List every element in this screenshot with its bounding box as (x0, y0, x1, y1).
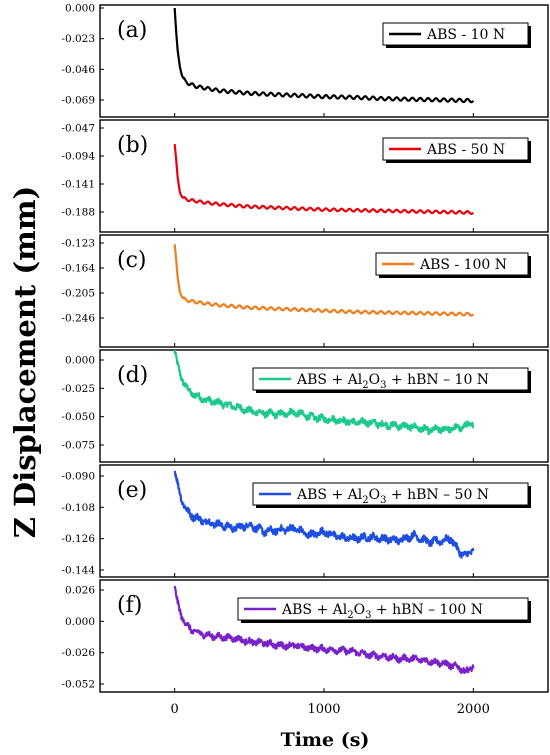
x-tick-labels: 0 1000 2000 (171, 702, 490, 717)
y-tick-label: -0.246 (61, 313, 95, 325)
legend-text-part: O (369, 372, 380, 388)
panel-4: 0.000 -0.025 -0.050 -0.075 (d) ABS + Al2O3 + … (61, 349, 549, 463)
panel-label: (c) (117, 248, 147, 273)
y-tick-label: -0.047 (61, 123, 95, 135)
legend: ABS - 50 N (382, 137, 531, 163)
legend-label: ABS - 10 N (426, 27, 505, 43)
panel-2: -0.047 -0.094 -0.141 -0.188 (b) ABS - 50 N (61, 119, 549, 233)
legend-text-part: O (354, 602, 365, 618)
legend-label: ABS + Al2O3 + hBN – 50 N (296, 487, 489, 506)
legend-text-part: ABS + Al (296, 372, 363, 388)
panel-frame (99, 349, 549, 463)
y-tick-label: -0.075 (61, 440, 95, 452)
x-axis-title: Time (s) (281, 729, 370, 751)
y-tick-label: -0.141 (61, 179, 95, 191)
panel-1: 0.000 -0.023 -0.046 -0.069 (a) ABS - 10 N (61, 3, 549, 118)
y-tick-label: -0.108 (61, 502, 95, 514)
y-tick-label: -0.164 (61, 263, 95, 275)
y-tick-label: 0.000 (65, 355, 95, 367)
y-tick-label: -0.188 (61, 207, 95, 219)
x-tick-label: 0 (171, 702, 179, 717)
panel-label: (e) (117, 478, 147, 503)
legend-text-part: O (369, 487, 380, 503)
panel-frame (99, 4, 549, 118)
y-tick-label: -0.126 (61, 533, 95, 545)
panel-5: -0.090 -0.108 -0.126 -0.144 (e) ABS + Al2O3 +… (61, 464, 549, 578)
panel-frame (99, 464, 549, 578)
legend-text-part: + hBN – 10 N (386, 372, 489, 388)
panel-frame (99, 579, 549, 693)
legend-subscript: 3 (365, 610, 371, 621)
y-tick-label: 0.000 (65, 3, 95, 15)
panel-label: (b) (117, 133, 148, 158)
x-tick-label: 2000 (457, 702, 490, 717)
legend-box (375, 252, 529, 276)
legend-text-part: + hBN – 100 N (371, 602, 483, 618)
panel-label: (a) (117, 18, 147, 43)
panel-label: (d) (117, 363, 148, 388)
legend-label: ABS + Al2O3 + hBN – 10 N (296, 372, 489, 391)
legend-text-part: ABS + Al (281, 602, 348, 618)
y-tick-label: -0.025 (61, 383, 95, 395)
y-tick-label: -0.023 (61, 33, 95, 45)
legend: ABS + Al2O3 + hBN – 10 N (252, 367, 531, 393)
legend-label: ABS - 50 N (426, 142, 505, 158)
y-tick-label: 0.026 (65, 585, 95, 597)
legend: ABS + Al2O3 + hBN – 50 N (252, 482, 531, 508)
y-tick-label: -0.050 (61, 411, 95, 423)
series-line (173, 585, 475, 675)
series-line (173, 470, 475, 559)
legend-box (237, 597, 529, 621)
y-tick-label: -0.094 (61, 151, 95, 163)
legend-box (252, 482, 529, 506)
legend-label: ABS + Al2O3 + hBN – 100 N (281, 602, 483, 621)
y-tick-label: -0.144 (61, 565, 95, 577)
legend: ABS - 100 N (375, 252, 531, 278)
y-tick-label: 0.000 (65, 616, 95, 628)
series-line (173, 244, 475, 317)
legend-subscript: 3 (380, 495, 386, 506)
legend-subscript: 3 (380, 380, 386, 391)
y-tick-label: -0.123 (61, 238, 95, 250)
panel-frame (99, 234, 549, 348)
legend: ABS - 10 N (382, 22, 531, 48)
y-axis-title: Z Displacement (mm) (8, 186, 42, 538)
legend-box (252, 367, 529, 391)
y-tick-label: -0.026 (61, 647, 95, 659)
series-line (173, 143, 475, 215)
legend-box (382, 137, 529, 161)
series-line (173, 349, 475, 436)
y-tick-label: -0.090 (61, 471, 95, 483)
legend-label: ABS - 100 N (419, 257, 507, 273)
legend-subscript: 2 (347, 610, 353, 621)
panel-frame (99, 119, 549, 233)
legend-text-part: + hBN – 50 N (386, 487, 489, 503)
y-tick-label: -0.052 (61, 679, 95, 691)
legend-subscript: 2 (362, 495, 368, 506)
y-tick-label: -0.205 (61, 288, 95, 300)
legend-text-part: ABS + Al (296, 487, 363, 503)
legend-subscript: 2 (362, 380, 368, 391)
x-tick-label: 1000 (307, 702, 340, 717)
y-tick-label: -0.046 (61, 64, 95, 76)
panels-group: 0.000 -0.023 -0.046 -0.069 (a) ABS - 10 N -0.0… (61, 3, 549, 693)
legend: ABS + Al2O3 + hBN – 100 N (237, 597, 531, 623)
y-tick-label: -0.069 (61, 95, 95, 107)
panel-label: (f) (117, 593, 142, 618)
series-line (173, 7, 475, 104)
panel-3: -0.123 -0.164 -0.205 -0.246 (c) ABS - 100 N (61, 234, 549, 348)
panel-6: 0.026 0.000 -0.026 -0.052 (f) ABS + Al2O3 + h… (61, 579, 549, 693)
legend-box (382, 22, 529, 46)
